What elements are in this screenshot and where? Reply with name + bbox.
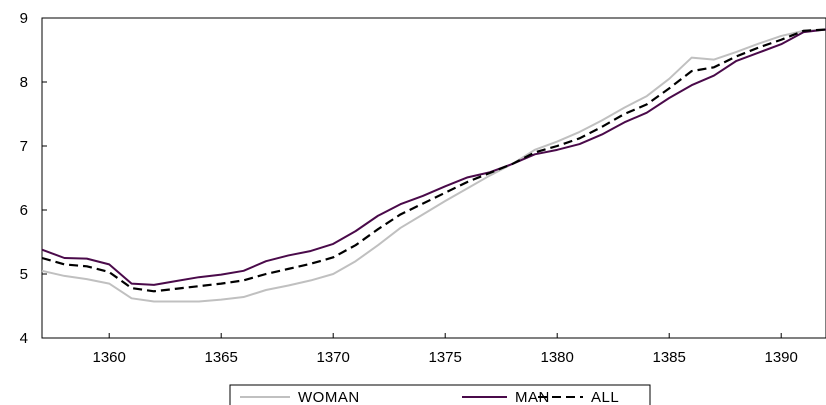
legend-label-man: MAN xyxy=(515,389,550,405)
x-tick-label: 1360 xyxy=(93,349,126,366)
legend: WOMAN MAN ALL xyxy=(229,384,651,405)
plot-frame xyxy=(41,17,826,339)
x-tick-label: 1370 xyxy=(317,349,350,366)
y-tick-label: 6 xyxy=(20,202,28,219)
series-line-man xyxy=(41,28,826,286)
y-axis: 4 5 6 7 8 9 xyxy=(20,10,47,347)
x-tick-label: 1385 xyxy=(653,349,686,366)
series-layer xyxy=(41,28,826,303)
y-tick-label: 5 xyxy=(20,266,28,283)
series-line-woman xyxy=(41,28,826,303)
x-tick-label: 1390 xyxy=(765,349,798,366)
y-tick-label: 7 xyxy=(20,138,28,155)
y-tick-label: 9 xyxy=(20,10,28,27)
y-tick-label: 4 xyxy=(20,330,28,347)
legend-box xyxy=(229,384,651,405)
y-tick-label: 8 xyxy=(20,74,28,91)
x-axis: 1360 1365 1370 1375 1380 1385 1390 xyxy=(93,333,798,366)
legend-label-woman: WOMAN xyxy=(298,389,360,405)
x-tick-label: 1380 xyxy=(541,349,574,366)
series-line-all xyxy=(41,28,826,293)
x-tick-label: 1375 xyxy=(429,349,462,366)
x-tick-label: 1365 xyxy=(205,349,238,366)
legend-label-all: ALL xyxy=(591,389,619,405)
